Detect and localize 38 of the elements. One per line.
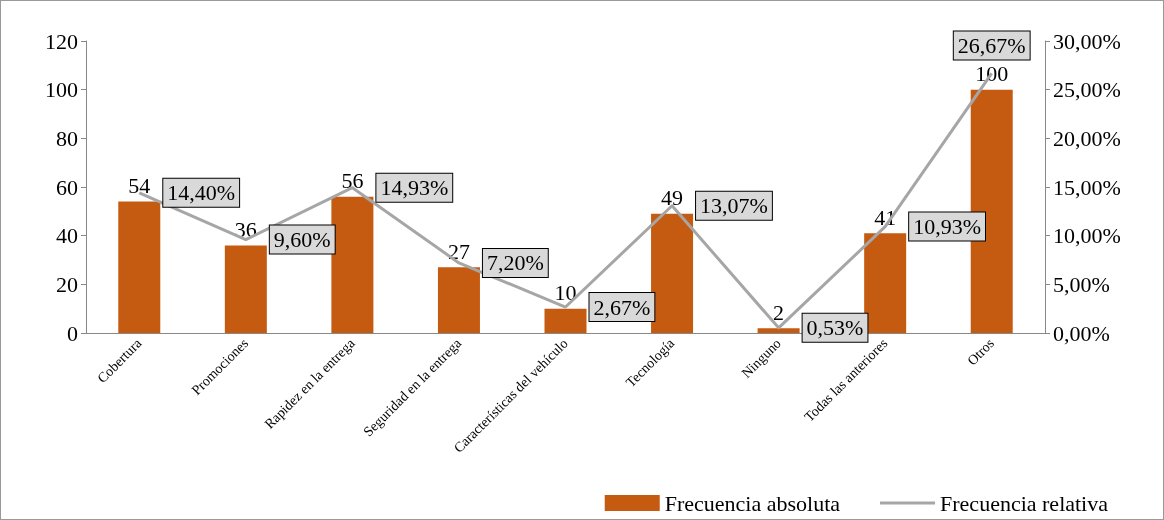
y-tick-label: 100 [45,77,78,103]
bar [118,201,161,333]
y2-tick-label: 30,00% [1053,28,1121,54]
data-label: 49 [661,185,684,211]
y2-tick-label: 15,00% [1053,174,1121,200]
bar [864,233,907,333]
data-label: 0,53% [806,315,864,341]
y2-tick-label: 25,00% [1053,77,1121,103]
data-label: 10 [554,280,577,306]
y-tick-label: 120 [45,28,78,54]
y2-tick-label: 20,00% [1053,125,1121,151]
data-label: 54 [128,173,151,199]
y2-tick-label: 0,00% [1053,320,1110,346]
y-tick-label: 20 [56,271,78,297]
y2-tick-label: 5,00% [1053,271,1110,297]
legend-label: Frecuencia relativa [940,490,1109,516]
y-tick-label: 0 [67,320,78,346]
data-label: 14,40% [167,180,236,206]
bar [757,328,800,333]
data-label: 7,20% [486,250,544,276]
data-label: 9,60% [273,227,331,253]
data-label: 56 [341,168,364,194]
data-label: 13,07% [700,193,768,219]
bar [224,245,267,333]
bar [331,196,374,333]
y2-tick-label: 10,00% [1053,223,1121,249]
y-tick-label: 80 [56,125,78,151]
bar [651,213,694,333]
y-tick-label: 60 [56,174,78,200]
data-label: 26,67% [957,32,1026,58]
y-tick-label: 40 [56,223,78,249]
data-label: 14,93% [380,175,449,201]
data-label: 2,67% [593,294,651,320]
bar [437,267,480,333]
data-label: 10,93% [913,214,981,240]
data-label: 2 [773,299,785,325]
legend-label: Frecuencia absoluta [664,490,841,516]
data-label: 100 [975,61,1009,87]
